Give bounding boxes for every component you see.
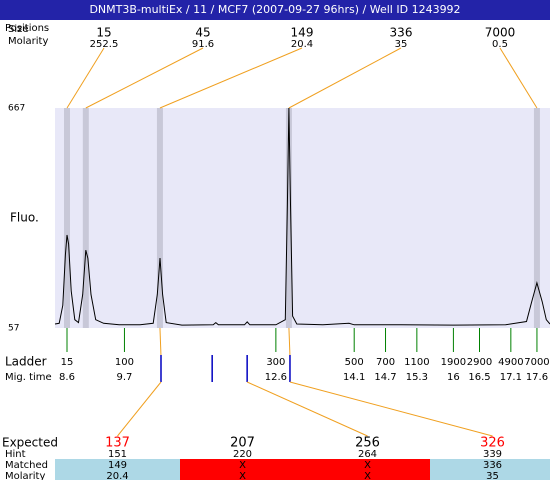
expected-size: 137 (105, 436, 130, 451)
header-bar (0, 0, 550, 20)
matched-molarity: 35 (486, 471, 499, 480)
peak-molarity: 35 (395, 39, 408, 50)
expected-connector (117, 381, 162, 437)
ladder-size: 15 (61, 357, 74, 368)
peak-size: 45 (195, 26, 210, 40)
ladder-size: 2900 (467, 357, 492, 368)
ladder-size: 1100 (404, 357, 429, 368)
matched-molarity: X (364, 471, 371, 480)
matched-size: 336 (483, 460, 502, 471)
peak-connector (85, 47, 204, 109)
trace (54, 107, 550, 326)
hint-label: Hint (5, 449, 26, 460)
ladder-time: 16 (447, 372, 460, 383)
ladder-size: 7000 (524, 357, 549, 368)
ladder-size: 300 (266, 357, 285, 368)
ladder-time: 9.7 (116, 372, 132, 383)
y-tick-label: 667 (8, 104, 25, 114)
expected-size: 207 (230, 436, 255, 451)
ladder-size: 1900 (441, 357, 466, 368)
status-cell (180, 459, 305, 480)
ladder-time: 14.7 (374, 372, 396, 383)
matched-label: Matched (5, 460, 48, 471)
status-cell (305, 459, 430, 480)
peak-size: 7000 (485, 26, 516, 40)
peak-connector (499, 47, 538, 109)
ladder-size: 500 (345, 357, 364, 368)
peak-band (285, 108, 292, 328)
ladder-label: Ladder (5, 355, 47, 369)
size-label: Size (8, 24, 29, 35)
molarity-label: Molarity (8, 36, 48, 47)
peak-molarity: 252.5 (90, 39, 119, 50)
hint-size: 151 (108, 449, 127, 460)
status-cell (55, 459, 180, 480)
peak-band (64, 108, 71, 328)
ladder-time: 17.6 (526, 372, 548, 383)
positions-label: Positions (5, 23, 49, 34)
hint-size: 339 (483, 449, 502, 460)
peak-connector (66, 47, 105, 109)
peak-size: 149 (291, 26, 314, 40)
ladder-time: 8.6 (59, 372, 75, 383)
peak-connector (159, 47, 303, 109)
matched-size: 149 (108, 460, 127, 471)
peak-band (82, 108, 89, 328)
ladder-time: 16.5 (468, 372, 490, 383)
expected-size: 326 (480, 436, 505, 451)
peak-molarity: 20.4 (291, 39, 313, 50)
expected-connector (246, 381, 368, 437)
peak-molarity: 0.5 (492, 39, 508, 50)
ladder-time: 15.3 (406, 372, 428, 383)
expected-label: Expected (2, 436, 58, 450)
y-tick-label: 57 (8, 324, 19, 334)
peak-connector (288, 47, 402, 109)
ladder-time: 17.1 (500, 372, 522, 383)
expected-size: 256 (355, 436, 380, 451)
matched-molarity: X (239, 471, 246, 480)
peak-drop (159, 327, 162, 356)
matched-size: X (364, 460, 371, 471)
peak-molarity: 91.6 (192, 39, 214, 50)
peak-size: 15 (96, 26, 111, 40)
status-cell (430, 459, 550, 480)
expected-connector (289, 381, 493, 437)
hint-size: 220 (233, 449, 252, 460)
mig-time-label: Mig. time (5, 372, 52, 383)
matched-size: X (239, 460, 246, 471)
peak-band (533, 108, 540, 328)
peak-size: 336 (390, 26, 413, 40)
ladder-time: 14.1 (343, 372, 365, 383)
matched-molarity: 20.4 (106, 471, 128, 480)
ladder-size: 700 (376, 357, 395, 368)
ladder-size: 100 (115, 357, 134, 368)
ladder-size: 4900 (498, 357, 523, 368)
y-axis-label: Fluo. (10, 211, 39, 225)
peak-band (156, 108, 163, 328)
hint-size: 264 (358, 449, 377, 460)
expected-molarity-label: Molarity (5, 471, 45, 480)
header-title: DNMT3B-multiEx / 11 / MCF7 (2007-09-27 9… (89, 3, 460, 16)
peak-drop (288, 327, 291, 356)
ladder-time: 12.6 (265, 372, 287, 383)
plot-area (55, 108, 550, 328)
